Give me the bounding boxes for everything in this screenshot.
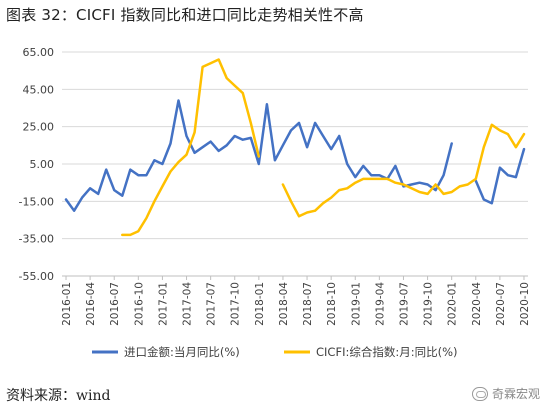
x-tick-label: 2018-04 (278, 282, 290, 326)
y-tick-label: -15.00 (19, 195, 54, 208)
x-tick-label: 2016-07 (109, 282, 121, 326)
x-tick-label: 2020-04 (471, 282, 483, 326)
series-lines (64, 58, 526, 237)
source-note: 资料来源：wind (6, 388, 111, 404)
x-tick-label: 2018-10 (326, 282, 338, 326)
y-tick-label: -35.00 (19, 233, 54, 246)
y-tick-label: 5.00 (30, 158, 55, 171)
wechat-icon (471, 386, 488, 401)
series-line-cicfi (121, 58, 526, 237)
x-tick-label: 2017-10 (230, 282, 242, 326)
y-tick-label: 25.00 (23, 121, 55, 134)
x-tick-label: 2020-10 (519, 282, 531, 326)
x-tick-label: 2016-10 (133, 282, 145, 326)
x-tick-label: 2017-01 (157, 282, 169, 326)
x-tick-label: 2018-07 (302, 282, 314, 326)
y-tick-label: 45.00 (23, 83, 55, 96)
x-tick-label: 2017-04 (182, 282, 194, 326)
y-tick-label: 65.00 (23, 46, 55, 59)
legend-label: 进口金额:当月同比(%) (124, 345, 240, 359)
series-line-import (64, 99, 526, 212)
legend: 进口金额:当月同比(%) CICFI:综合指数:月:同比(%) (92, 345, 457, 359)
x-tick-label: 2016-01 (61, 282, 73, 326)
x-tick-label: 2016-04 (85, 282, 97, 326)
x-tick-label: 2019-01 (350, 282, 362, 326)
watermark: 奇霖宏观 (471, 385, 540, 402)
watermark-text: 奇霖宏观 (491, 387, 540, 401)
x-tick-label: 2018-01 (254, 282, 266, 326)
gridlines (62, 51, 528, 277)
x-tick-label: 2019-07 (398, 282, 410, 326)
y-tick-label: -55.00 (19, 270, 54, 283)
chart-title: 图表 32：CICFI 指数同比和进口同比走势相关性不高 (6, 6, 364, 24)
legend-label: CICFI:综合指数:月:同比(%) (316, 345, 457, 359)
x-tick-label: 2019-10 (423, 282, 435, 326)
x-tick-label: 2019-04 (374, 282, 386, 326)
y-axis: 65.00 45.00 25.00 5.00 -15.00 -35.00 -55.00 (19, 46, 54, 283)
x-tick-label: 2020-01 (447, 282, 459, 326)
x-axis: 2016-01 2016-04 2016-07 2016-10 2017-01 2017-… (61, 275, 531, 326)
x-tick-label: 2020-07 (495, 282, 507, 326)
x-tick-label: 2017-07 (206, 282, 218, 326)
